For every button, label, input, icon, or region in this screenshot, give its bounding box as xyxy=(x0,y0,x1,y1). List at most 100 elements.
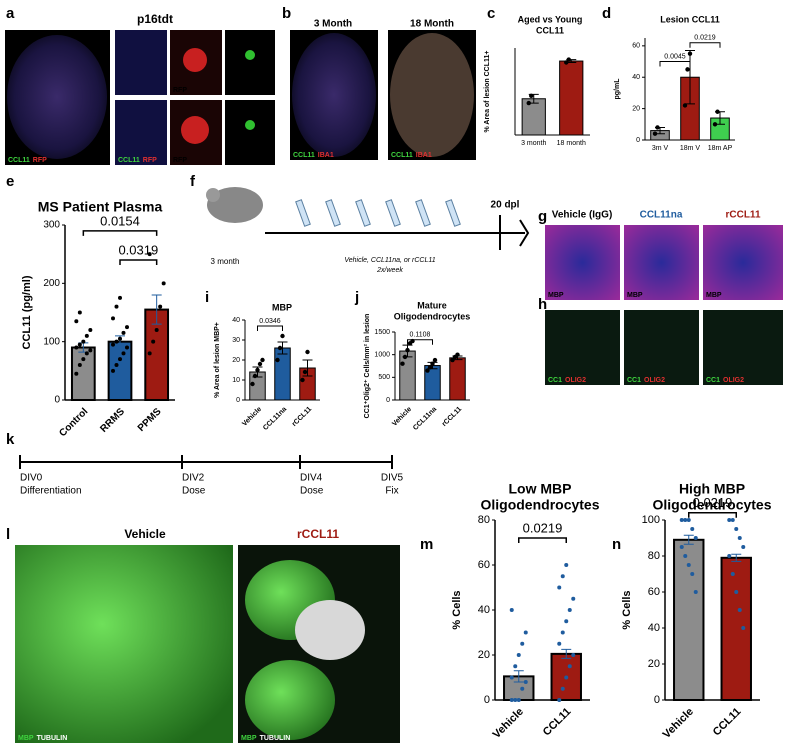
p-value: 0.1108 xyxy=(410,332,431,339)
data-point xyxy=(652,131,658,136)
chart-title: MS Patient Plasma xyxy=(38,199,163,215)
significance-bracket xyxy=(257,325,283,331)
data-point xyxy=(567,608,572,612)
label: 2x/week xyxy=(376,267,403,274)
data-point xyxy=(737,536,742,540)
p-value: 0.0219 xyxy=(693,495,733,510)
panel-label: i xyxy=(205,289,209,306)
data-point xyxy=(564,60,569,65)
image-caption: RFP xyxy=(173,87,187,94)
significance-bracket xyxy=(407,339,433,345)
data-point xyxy=(679,518,684,522)
data-point xyxy=(277,345,283,351)
image xyxy=(703,310,783,385)
data-point xyxy=(118,295,122,300)
error-bar xyxy=(302,359,313,377)
image xyxy=(115,30,167,95)
panel-label: d xyxy=(602,5,611,22)
panel-label: b xyxy=(282,5,291,22)
data-point xyxy=(526,100,531,106)
y-tick-label: 100 xyxy=(43,336,60,347)
x-tick-label: Vehicle xyxy=(391,406,413,428)
image xyxy=(225,100,275,165)
data-point xyxy=(682,103,688,108)
chart-title: Aged vs Young xyxy=(518,14,583,24)
y-axis-label: % Area of lesion CCL11+ xyxy=(484,50,491,132)
image xyxy=(115,100,167,165)
y-tick-label: 20 xyxy=(478,649,490,661)
data-point xyxy=(683,518,688,522)
panel-label: c xyxy=(487,5,495,22)
syringe-icon xyxy=(325,199,341,227)
syringe-icon xyxy=(415,199,431,227)
caption-part: TUBULIN xyxy=(260,735,291,742)
data-point xyxy=(571,653,576,657)
panel-label: n xyxy=(612,536,621,553)
data-point xyxy=(257,361,263,367)
p-value: 0.0346 xyxy=(259,318,281,325)
panel-label: f xyxy=(190,173,196,190)
data-point xyxy=(509,675,514,680)
bar xyxy=(720,556,752,701)
header: rCCL11 xyxy=(725,210,760,221)
bar xyxy=(521,98,546,136)
syringe-icon xyxy=(355,199,371,227)
data-point xyxy=(400,361,405,366)
y-axis-label: CCL11 (pg/ml) xyxy=(21,275,33,349)
data-point xyxy=(432,357,438,363)
image xyxy=(245,660,335,740)
chart-title: Oligodendrocytes xyxy=(394,311,471,321)
data-point xyxy=(690,572,695,576)
data-point xyxy=(161,281,166,286)
bar xyxy=(399,350,416,401)
y-axis-label: CC1⁺Olig2⁺ Cells/mm² in lesion xyxy=(364,314,371,419)
data-point xyxy=(560,686,565,691)
data-point xyxy=(571,596,576,601)
chart-title: High MBP xyxy=(679,481,745,497)
image xyxy=(624,310,699,385)
syringe-icon xyxy=(385,199,401,227)
data-point xyxy=(693,536,698,540)
data-point xyxy=(252,373,258,379)
image xyxy=(703,225,783,300)
data-point xyxy=(734,590,739,594)
caption-part: IBA1 xyxy=(318,152,334,159)
significance-bracket xyxy=(659,61,691,67)
y-tick-label: 80 xyxy=(648,550,660,562)
data-point xyxy=(118,336,122,341)
image-caption: RFP xyxy=(173,157,187,164)
panel-label: k xyxy=(6,431,15,448)
error-bar xyxy=(277,341,288,355)
data-point xyxy=(567,664,572,669)
data-point xyxy=(564,563,569,567)
chart-title: Lesion CCL11 xyxy=(660,14,720,24)
data-point xyxy=(114,304,119,309)
data-point xyxy=(523,630,528,635)
data-point xyxy=(516,653,521,657)
image-caption: CCL11 RFP xyxy=(8,157,47,164)
image-caption: MBP TUBULIN xyxy=(241,735,290,742)
panel-label: e xyxy=(6,173,14,190)
x-tick-label: 18 month xyxy=(557,140,586,147)
data-point xyxy=(529,93,534,99)
panel-label: a xyxy=(6,5,15,22)
error-bar xyxy=(151,294,162,325)
p-value: 0.0319 xyxy=(118,242,158,257)
timeline-day: DIV5 xyxy=(381,473,404,484)
image xyxy=(183,48,207,72)
caption-part: OLIG2 xyxy=(565,377,586,384)
panel-label: l xyxy=(6,526,10,543)
image xyxy=(15,545,233,743)
y-axis-label: pg/mL xyxy=(614,78,621,100)
y-tick-label: 60 xyxy=(478,559,490,571)
image xyxy=(245,120,255,130)
data-point xyxy=(690,527,695,531)
y-tick-label: 0 xyxy=(236,397,240,404)
x-tick-label: CCL11 xyxy=(711,706,744,739)
chart-title: CCL11 xyxy=(536,25,564,35)
y-tick-label: 60 xyxy=(648,586,660,598)
image xyxy=(245,50,255,60)
data-point xyxy=(560,574,565,579)
data-point xyxy=(513,698,518,702)
